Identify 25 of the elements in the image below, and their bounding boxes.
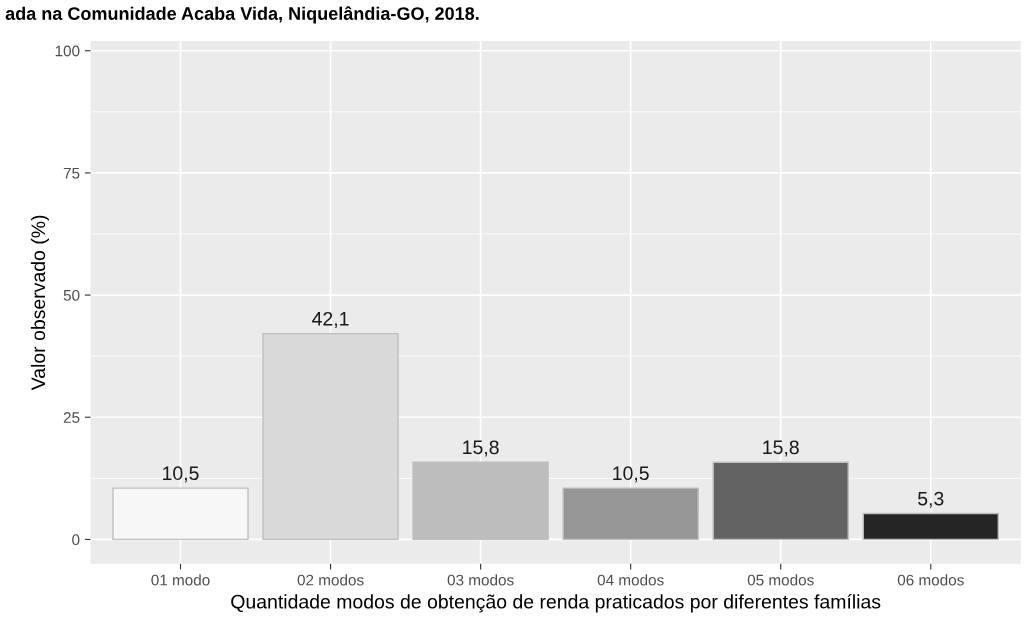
data-label: 10,5	[613, 466, 649, 483]
data-label: 10,5	[163, 466, 199, 483]
y-tick-label: 100	[55, 45, 80, 57]
data-label: 42,1	[312, 311, 349, 328]
bar	[712, 461, 849, 541]
bar	[562, 487, 699, 541]
x-tick-label: 01 modo	[151, 574, 210, 586]
data-label: 15,8	[763, 440, 799, 457]
data-label: 5,3	[918, 491, 944, 508]
chart-title: ada na Comunidade Acaba Vida, Niquelândia-GO, 2018.	[5, 6, 479, 24]
bar	[262, 332, 399, 541]
x-axis-title: Quantidade modos de obtenção de renda praticados por diferentes famílias	[231, 594, 881, 613]
y-tick-label: 0	[72, 534, 80, 546]
y-tick-label: 75	[63, 167, 80, 179]
x-tick-label: 02 modos	[297, 574, 364, 586]
x-tick-label: 05 modos	[747, 574, 814, 586]
y-tick-label: 50	[63, 289, 80, 301]
bar	[862, 512, 999, 541]
x-tick-label: 03 modos	[447, 574, 514, 586]
y-tick-label: 25	[63, 412, 80, 423]
y-axis-title: Valor observado (%)	[30, 215, 49, 391]
bar	[412, 461, 549, 541]
x-tick-label: 04 modos	[597, 574, 664, 586]
x-tick-label: 06 modos	[897, 574, 964, 586]
data-label: 15,8	[463, 440, 499, 457]
